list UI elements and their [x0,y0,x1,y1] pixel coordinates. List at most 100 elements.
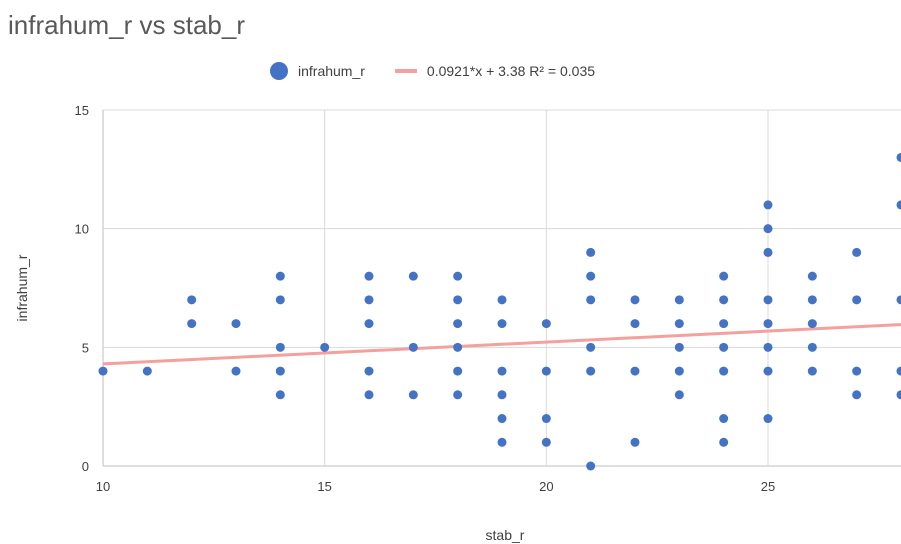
legend-item-trendline: 0.0921*x + 3.38 R² = 0.035 [394,63,596,79]
data-point [586,247,596,257]
data-point [852,247,862,257]
data-point [541,319,551,329]
data-point [630,295,640,305]
data-point [187,295,197,305]
data-point [275,271,285,281]
x-tick-label: 15 [317,479,331,494]
data-point [453,366,463,376]
y-tick-label: 5 [82,340,89,355]
data-point [497,319,507,329]
x-tick-label: 25 [761,479,775,494]
data-point [453,271,463,281]
x-tick-label: 20 [539,479,553,494]
data-point [896,295,901,305]
data-point [275,390,285,400]
data-point [896,366,901,376]
data-point [364,271,374,281]
data-point [763,200,773,210]
data-point [807,342,817,352]
legend-label-trendline: 0.0921*x + 3.38 R² = 0.035 [426,63,596,79]
data-point [719,342,729,352]
data-point [674,295,684,305]
data-point [763,247,773,257]
data-point [275,342,285,352]
data-point [497,437,507,447]
data-point [763,295,773,305]
data-point [541,437,551,447]
data-point [763,224,773,234]
data-point [408,342,418,352]
data-point [541,366,551,376]
trendline [102,323,901,366]
data-point [763,319,773,329]
data-point [364,366,374,376]
y-axis-label: infrahum_r [14,254,30,321]
data-point [807,271,817,281]
data-point [541,414,551,424]
x-tick-label: 10 [96,479,110,494]
x-axis-label: stab_r [486,527,525,543]
data-point [453,295,463,305]
data-point [719,366,729,376]
data-point [674,366,684,376]
data-point [674,390,684,400]
data-point [896,152,901,162]
data-point [896,390,901,400]
data-point [807,319,817,329]
data-points [98,152,901,471]
data-point [142,366,152,376]
data-point [674,342,684,352]
data-point [586,366,596,376]
data-point [674,319,684,329]
data-point [364,390,374,400]
data-point [497,295,507,305]
data-point [453,390,463,400]
grid-lines [102,109,901,467]
data-point [586,295,596,305]
data-point [763,366,773,376]
y-tick-label: 0 [82,459,89,474]
trendline-group [102,323,901,366]
data-point [896,200,901,210]
data-point [364,319,374,329]
data-point [275,366,285,376]
data-point [763,414,773,424]
data-point [586,271,596,281]
legend-item-scatter: infrahum_r [270,62,365,80]
legend-label-scatter: infrahum_r [298,63,365,79]
data-point [586,342,596,352]
data-point [586,461,596,471]
y-tick-label: 15 [75,103,89,118]
data-point [852,295,862,305]
data-point [807,295,817,305]
legend-marker-dot [270,62,288,80]
data-point [408,390,418,400]
data-point [364,295,374,305]
data-point [630,437,640,447]
data-point [453,342,463,352]
data-point [719,295,729,305]
data-point [231,366,241,376]
axis-ticks: 0 5 10 15 10 15 20 25 [75,103,776,494]
data-point [719,437,729,447]
data-point [497,414,507,424]
data-point [453,319,463,329]
data-point [719,271,729,281]
data-point [852,390,862,400]
data-point [852,366,862,376]
data-point [275,295,285,305]
data-point [719,414,729,424]
data-point [408,271,418,281]
data-point [807,366,817,376]
data-point [231,319,241,329]
data-point [497,390,507,400]
y-tick-label: 10 [75,222,89,237]
chart-title: infrahum_r vs stab_r [8,10,245,40]
legend-marker-line [394,69,417,73]
data-point [630,319,640,329]
data-point [763,342,773,352]
data-point [98,366,108,376]
chart-legend: infrahum_r 0.0921*x + 3.38 R² = 0.035 [270,60,625,82]
data-point [630,366,640,376]
